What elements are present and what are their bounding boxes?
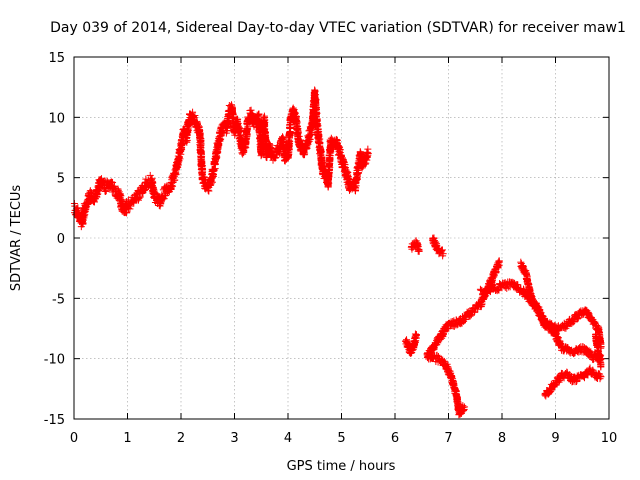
data-point (122, 208, 130, 216)
y-tick-label: -10 (44, 353, 65, 368)
y-axis-label: SDTVAR / TECUs (9, 185, 24, 292)
y-tick-label: 5 (57, 172, 65, 187)
data-points (70, 86, 605, 419)
x-tick-label: 5 (337, 431, 345, 446)
data-point (219, 128, 227, 136)
x-tick-label: 2 (177, 431, 185, 446)
data-point (168, 181, 176, 189)
axis-ticks: 0 1 2 3 4 5 6 7 8 9 10 15 10 5 0 -5 -10 -15 (44, 51, 618, 446)
y-tick-label: -5 (52, 292, 65, 307)
x-tick-label: 6 (391, 431, 399, 446)
x-tick-label: 9 (551, 431, 559, 446)
data-point (292, 117, 300, 125)
data-point (196, 133, 204, 141)
data-point (160, 195, 168, 203)
data-point (215, 140, 223, 148)
data-point (183, 136, 191, 144)
x-tick-label: 10 (601, 431, 618, 446)
data-point (176, 155, 184, 163)
data-point (265, 140, 273, 148)
data-point (191, 112, 199, 120)
data-point (294, 127, 302, 135)
y-tick-label: -15 (44, 413, 65, 428)
x-tick-label: 8 (498, 431, 506, 446)
data-point (271, 154, 279, 162)
chart-title: Day 039 of 2014, Sidereal Day-to-day VTE… (50, 20, 626, 36)
x-tick-label: 1 (123, 431, 131, 446)
data-point (82, 205, 90, 213)
y-tick-label: 10 (48, 111, 65, 126)
data-point (74, 206, 82, 214)
x-tick-label: 7 (444, 431, 452, 446)
x-tick-label: 4 (284, 431, 292, 446)
x-axis-label: GPS time / hours (287, 459, 396, 474)
x-tick-label: 3 (230, 431, 238, 446)
y-tick-label: 0 (57, 232, 65, 247)
y-tick-label: 15 (48, 51, 65, 66)
data-point (303, 142, 311, 150)
x-tick-label: 0 (70, 431, 78, 446)
data-point (286, 124, 294, 132)
data-point (109, 179, 117, 187)
data-point (123, 209, 131, 217)
data-point (207, 180, 215, 188)
grid (74, 57, 609, 419)
